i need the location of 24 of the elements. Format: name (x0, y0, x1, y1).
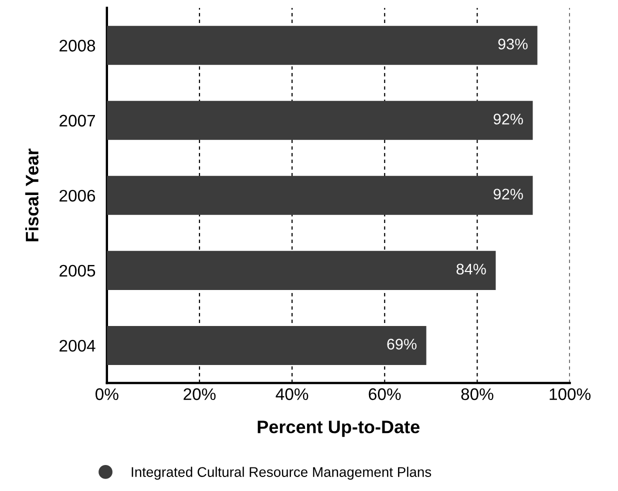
bar (106, 26, 538, 65)
x-tick-label: 20% (184, 388, 216, 400)
x-tick-label: 100% (550, 388, 591, 400)
legend-label: Integrated Cultural Resource Management Plans (132, 466, 432, 480)
data-label: 92% (494, 188, 523, 200)
x-tick-label: 60% (368, 388, 401, 400)
x-tick-label: 0% (96, 388, 118, 400)
bar (106, 100, 533, 140)
bar (106, 250, 496, 290)
y-tick-label: 2006 (60, 190, 96, 202)
y-tick-label: 2005 (60, 264, 96, 277)
y-axis-title: Fiscal Year (25, 148, 38, 242)
y-tick-label: 2004 (60, 340, 96, 352)
x-tick-label: 40% (276, 388, 308, 400)
data-label: 93% (498, 38, 528, 50)
x-axis-title: Percent Up-to-Date (258, 420, 420, 437)
data-label: 84% (456, 264, 486, 275)
bar (106, 176, 533, 215)
y-tick-label: 2008 (60, 40, 96, 52)
bar (106, 326, 426, 365)
x-tick-label: 80% (461, 388, 494, 400)
data-label: 69% (387, 338, 416, 350)
data-label: 92% (494, 114, 523, 124)
y-tick-label: 2007 (60, 114, 95, 127)
